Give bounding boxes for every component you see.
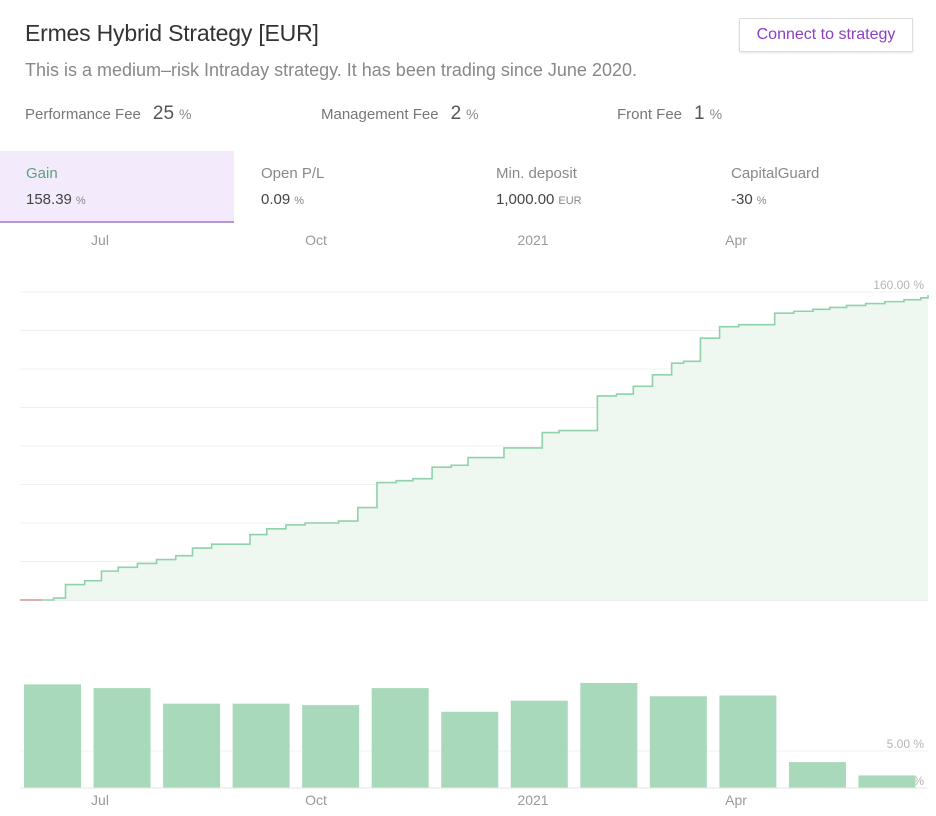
stat-value: 0.09% [261,191,304,208]
performance-fee: Performance Fee 25 % [25,103,191,125]
monthly-gain-bar [441,711,499,788]
monthly-gain-bar [510,700,568,788]
management-fee: Management Fee 2 % [321,103,479,125]
axis-month-label: Oct [305,792,327,808]
strategy-description: This is a medium–risk Intraday strategy.… [25,60,637,80]
stat-number: 0.09 [261,191,291,208]
strategy-title: Ermes Hybrid Strategy [EUR] [25,20,319,46]
stat-unit: EUR [558,195,582,207]
stat-label: Open P/L [261,165,325,182]
stat-label: Gain [26,165,58,182]
tab-open-pl[interactable]: Open P/L 0.09% [235,151,469,223]
axis-month-label: 2021 [517,232,549,248]
axis-month-label: 2021 [517,792,549,808]
monthly-gain-bar [24,684,82,788]
monthly-gain-bar [788,762,846,788]
stat-number: -30 [731,191,753,208]
fee-value: 25 [152,103,175,124]
monthly-gain-bar [302,705,360,788]
tab-gain[interactable]: Gain 158.39% [0,151,234,223]
stat-label: Min. deposit [496,165,577,182]
stat-value: -30% [731,191,766,208]
axis-month-label: Apr [725,232,747,248]
tab-min-deposit[interactable]: Min. deposit 1,000.00 EUR [470,151,704,223]
stats-tabs: Gain 158.39% Open P/L 0.09% Min. deposit… [0,151,936,223]
fee-label: Front Fee [617,106,683,123]
gain-series-line [20,295,929,601]
stat-number: 1,000.00 [496,191,555,208]
axis-month-label: Jul [91,232,109,248]
axis-month-label: Jul [91,792,109,808]
stat-label: CapitalGuard [731,165,820,182]
monthly-gain-bar [649,696,707,788]
y-tick-label: 160.00 % [873,278,924,292]
fee-unit: % [709,106,723,122]
bottom-axis-labels: Jul Oct 2021 Apr [0,792,936,812]
monthly-gain-bar [232,703,290,788]
stat-unit: % [756,195,767,207]
gain-area [20,295,928,600]
tab-capitalguard[interactable]: CapitalGuard -30% [705,151,936,223]
fee-label: Performance Fee [25,106,141,123]
monthly-gain-bar [580,682,638,788]
stat-number: 158.39 [26,191,72,208]
front-fee: Front Fee 1 % [617,103,722,125]
fee-value: 1 [694,103,705,124]
stat-unit: % [75,195,86,207]
fee-label: Management Fee [321,106,439,123]
axis-month-label: Apr [725,792,747,808]
stat-value: 158.39% [26,191,86,208]
monthly-gain-bar [163,703,221,788]
fee-unit: % [466,106,479,122]
monthly-gain-bar [858,775,916,788]
fee-value: 2 [450,103,462,124]
connect-to-strategy-button[interactable]: Connect to strategy [739,18,913,52]
y-tick-label: 5.00 % [887,737,925,751]
stat-value: 1,000.00 EUR [496,191,582,208]
fee-unit: % [179,106,192,122]
monthly-gain-bar [719,695,777,788]
monthly-gain-bar [371,688,429,788]
fees-row: Performance Fee 25 % Management Fee 2 % … [0,103,936,131]
top-axis-labels: Jul Oct 2021 Apr [0,232,936,252]
stat-unit: % [294,195,304,207]
axis-month-label: Oct [305,232,327,248]
monthly-gain-bar [93,688,151,788]
